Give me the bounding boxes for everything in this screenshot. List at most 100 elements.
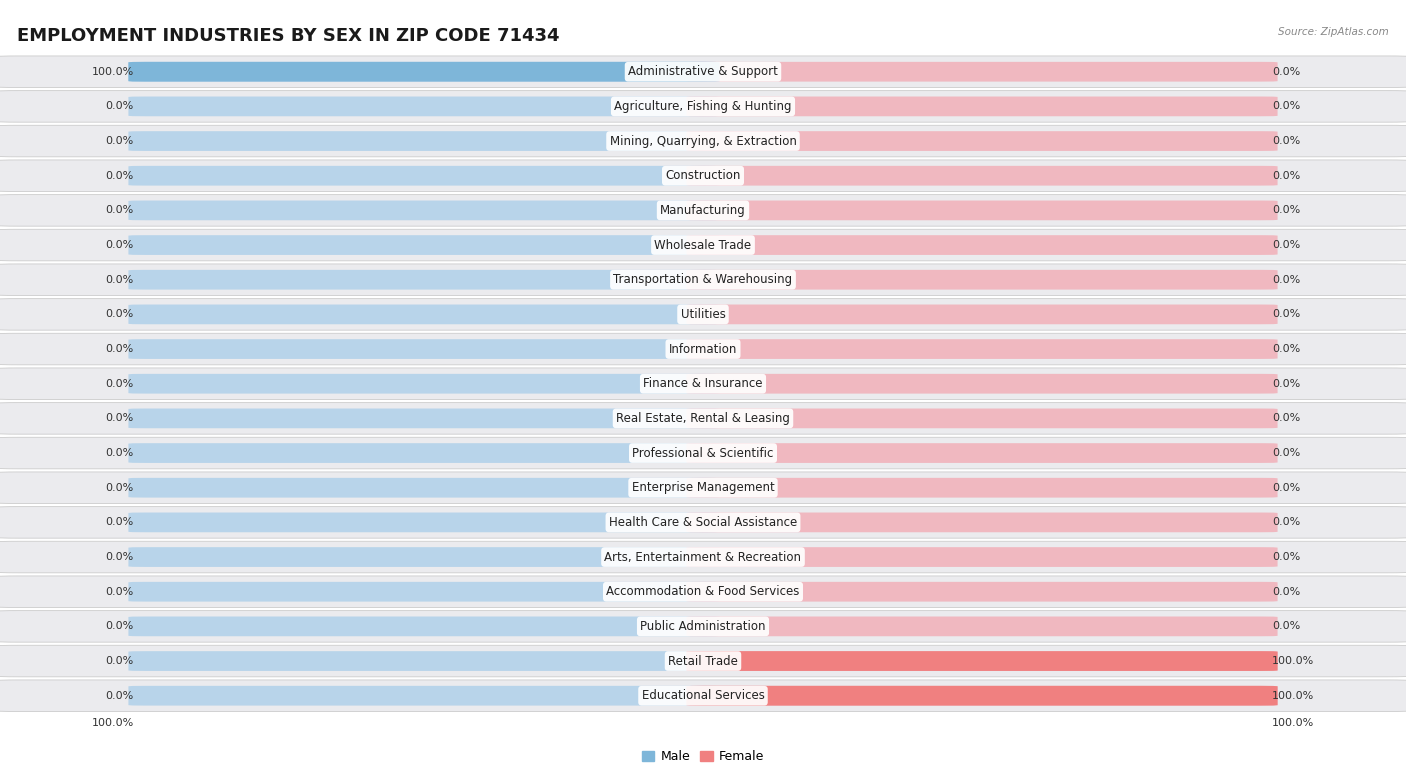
FancyBboxPatch shape — [686, 547, 1278, 567]
FancyBboxPatch shape — [128, 651, 720, 671]
Text: 0.0%: 0.0% — [105, 691, 134, 701]
Text: 0.0%: 0.0% — [105, 622, 134, 632]
FancyBboxPatch shape — [0, 125, 1406, 157]
FancyBboxPatch shape — [128, 62, 720, 82]
FancyBboxPatch shape — [0, 264, 1406, 295]
Text: Health Care & Social Assistance: Health Care & Social Assistance — [609, 516, 797, 529]
FancyBboxPatch shape — [686, 686, 1278, 706]
FancyBboxPatch shape — [686, 443, 1278, 463]
FancyBboxPatch shape — [128, 582, 720, 601]
Text: 0.0%: 0.0% — [105, 101, 134, 111]
FancyBboxPatch shape — [686, 651, 1278, 671]
Text: 0.0%: 0.0% — [1272, 171, 1301, 181]
Text: 0.0%: 0.0% — [1272, 483, 1301, 493]
Text: 0.0%: 0.0% — [1272, 205, 1301, 215]
Text: 0.0%: 0.0% — [1272, 344, 1301, 354]
Text: 100.0%: 100.0% — [1272, 691, 1315, 701]
FancyBboxPatch shape — [128, 443, 720, 463]
Text: 0.0%: 0.0% — [1272, 448, 1301, 458]
Text: 0.0%: 0.0% — [1272, 309, 1301, 319]
Text: 0.0%: 0.0% — [105, 171, 134, 181]
FancyBboxPatch shape — [128, 131, 720, 151]
FancyBboxPatch shape — [0, 542, 1406, 573]
FancyBboxPatch shape — [686, 513, 1278, 532]
FancyBboxPatch shape — [128, 686, 720, 706]
FancyBboxPatch shape — [128, 235, 720, 255]
FancyBboxPatch shape — [686, 374, 1278, 394]
Text: 100.0%: 100.0% — [91, 718, 134, 728]
Text: Arts, Entertainment & Recreation: Arts, Entertainment & Recreation — [605, 551, 801, 563]
Text: 0.0%: 0.0% — [105, 240, 134, 250]
Text: 0.0%: 0.0% — [105, 378, 134, 388]
Text: Agriculture, Fishing & Hunting: Agriculture, Fishing & Hunting — [614, 100, 792, 113]
FancyBboxPatch shape — [686, 62, 1278, 82]
Text: 0.0%: 0.0% — [1272, 517, 1301, 528]
Text: Construction: Construction — [665, 169, 741, 183]
FancyBboxPatch shape — [686, 686, 1278, 706]
FancyBboxPatch shape — [0, 298, 1406, 330]
FancyBboxPatch shape — [686, 409, 1278, 428]
FancyBboxPatch shape — [0, 194, 1406, 226]
Text: 0.0%: 0.0% — [105, 136, 134, 146]
Text: 0.0%: 0.0% — [1272, 101, 1301, 111]
FancyBboxPatch shape — [0, 91, 1406, 122]
Text: 0.0%: 0.0% — [1272, 136, 1301, 146]
FancyBboxPatch shape — [128, 547, 720, 567]
Text: Professional & Scientific: Professional & Scientific — [633, 447, 773, 459]
Text: 0.0%: 0.0% — [1272, 67, 1301, 77]
Text: 0.0%: 0.0% — [1272, 275, 1301, 284]
Text: 0.0%: 0.0% — [105, 448, 134, 458]
Text: Real Estate, Rental & Leasing: Real Estate, Rental & Leasing — [616, 412, 790, 425]
FancyBboxPatch shape — [686, 651, 1278, 671]
FancyBboxPatch shape — [128, 270, 720, 290]
Text: Enterprise Management: Enterprise Management — [631, 481, 775, 494]
FancyBboxPatch shape — [0, 229, 1406, 261]
FancyBboxPatch shape — [0, 333, 1406, 365]
Text: Accommodation & Food Services: Accommodation & Food Services — [606, 585, 800, 598]
Text: 0.0%: 0.0% — [105, 656, 134, 666]
FancyBboxPatch shape — [686, 478, 1278, 497]
Text: 0.0%: 0.0% — [105, 275, 134, 284]
Text: Source: ZipAtlas.com: Source: ZipAtlas.com — [1278, 27, 1389, 37]
Text: Finance & Insurance: Finance & Insurance — [644, 377, 762, 390]
Text: 0.0%: 0.0% — [105, 552, 134, 562]
Text: 0.0%: 0.0% — [105, 517, 134, 528]
Text: Retail Trade: Retail Trade — [668, 654, 738, 667]
FancyBboxPatch shape — [686, 235, 1278, 255]
FancyBboxPatch shape — [686, 131, 1278, 151]
Legend: Male, Female: Male, Female — [637, 745, 769, 768]
FancyBboxPatch shape — [686, 96, 1278, 117]
FancyBboxPatch shape — [686, 200, 1278, 220]
Text: 0.0%: 0.0% — [1272, 240, 1301, 250]
Text: 0.0%: 0.0% — [1272, 413, 1301, 423]
Text: 0.0%: 0.0% — [105, 344, 134, 354]
FancyBboxPatch shape — [128, 96, 720, 117]
FancyBboxPatch shape — [0, 576, 1406, 608]
FancyBboxPatch shape — [128, 409, 720, 428]
FancyBboxPatch shape — [0, 611, 1406, 642]
FancyBboxPatch shape — [128, 305, 720, 324]
FancyBboxPatch shape — [0, 56, 1406, 88]
Text: EMPLOYMENT INDUSTRIES BY SEX IN ZIP CODE 71434: EMPLOYMENT INDUSTRIES BY SEX IN ZIP CODE… — [17, 27, 560, 45]
Text: 0.0%: 0.0% — [105, 483, 134, 493]
Text: Mining, Quarrying, & Extraction: Mining, Quarrying, & Extraction — [610, 134, 796, 148]
Text: Educational Services: Educational Services — [641, 689, 765, 702]
FancyBboxPatch shape — [0, 645, 1406, 677]
FancyBboxPatch shape — [686, 582, 1278, 601]
FancyBboxPatch shape — [686, 616, 1278, 636]
Text: 0.0%: 0.0% — [105, 413, 134, 423]
Text: 0.0%: 0.0% — [105, 309, 134, 319]
FancyBboxPatch shape — [128, 166, 720, 186]
Text: 0.0%: 0.0% — [1272, 622, 1301, 632]
Text: 0.0%: 0.0% — [1272, 378, 1301, 388]
FancyBboxPatch shape — [0, 437, 1406, 469]
Text: Utilities: Utilities — [681, 308, 725, 321]
Text: 0.0%: 0.0% — [1272, 552, 1301, 562]
Text: 100.0%: 100.0% — [1272, 656, 1315, 666]
Text: Transportation & Warehousing: Transportation & Warehousing — [613, 274, 793, 286]
Text: 0.0%: 0.0% — [1272, 587, 1301, 597]
FancyBboxPatch shape — [128, 374, 720, 394]
Text: 0.0%: 0.0% — [105, 587, 134, 597]
FancyBboxPatch shape — [128, 616, 720, 636]
Text: 0.0%: 0.0% — [105, 205, 134, 215]
